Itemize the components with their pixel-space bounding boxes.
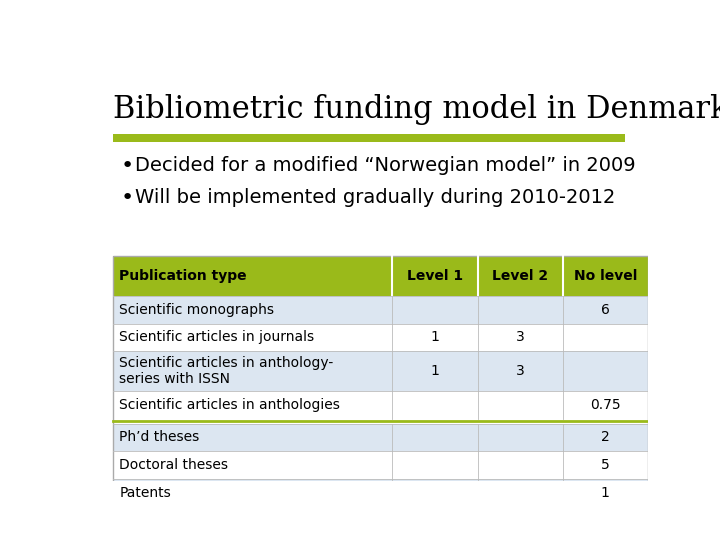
Text: 2: 2: [601, 430, 610, 444]
Text: Level 1: Level 1: [407, 269, 463, 283]
Text: 1: 1: [431, 330, 439, 345]
Text: 3: 3: [516, 330, 524, 345]
Text: Bibliometric funding model in Denmark: Bibliometric funding model in Denmark: [113, 94, 720, 125]
Text: Patents: Patents: [120, 486, 171, 500]
Text: 1: 1: [431, 364, 439, 378]
Text: Level 2: Level 2: [492, 269, 548, 283]
Text: 3: 3: [516, 364, 524, 378]
Text: Scientific articles in anthology-
series with ISSN: Scientific articles in anthology- series…: [120, 356, 333, 386]
Text: Will be implemented gradually during 2010-2012: Will be implemented gradually during 201…: [135, 188, 616, 207]
Text: Scientific monographs: Scientific monographs: [120, 302, 274, 316]
Text: •: •: [121, 156, 134, 176]
Bar: [113, 451, 648, 479]
Text: •: •: [121, 188, 134, 208]
Bar: [113, 479, 648, 507]
Bar: [113, 256, 648, 296]
Text: Publication type: Publication type: [120, 269, 247, 283]
Bar: [113, 256, 648, 507]
Text: 5: 5: [601, 458, 610, 472]
Bar: [113, 296, 648, 323]
Text: Doctoral theses: Doctoral theses: [120, 458, 228, 472]
Bar: [113, 351, 648, 392]
Text: 1: 1: [601, 486, 610, 500]
Text: Ph’d theses: Ph’d theses: [120, 430, 199, 444]
Text: Scientific articles in anthologies: Scientific articles in anthologies: [120, 398, 341, 412]
Text: Scientific articles in journals: Scientific articles in journals: [120, 330, 315, 345]
Bar: [113, 323, 648, 351]
Text: No level: No level: [574, 269, 637, 283]
Text: 6: 6: [601, 302, 610, 316]
Bar: [113, 134, 625, 142]
Text: Decided for a modified “Norwegian model” in 2009: Decided for a modified “Norwegian model”…: [135, 156, 636, 174]
Text: 0.75: 0.75: [590, 398, 621, 412]
Bar: [113, 423, 648, 451]
Bar: [113, 392, 648, 419]
